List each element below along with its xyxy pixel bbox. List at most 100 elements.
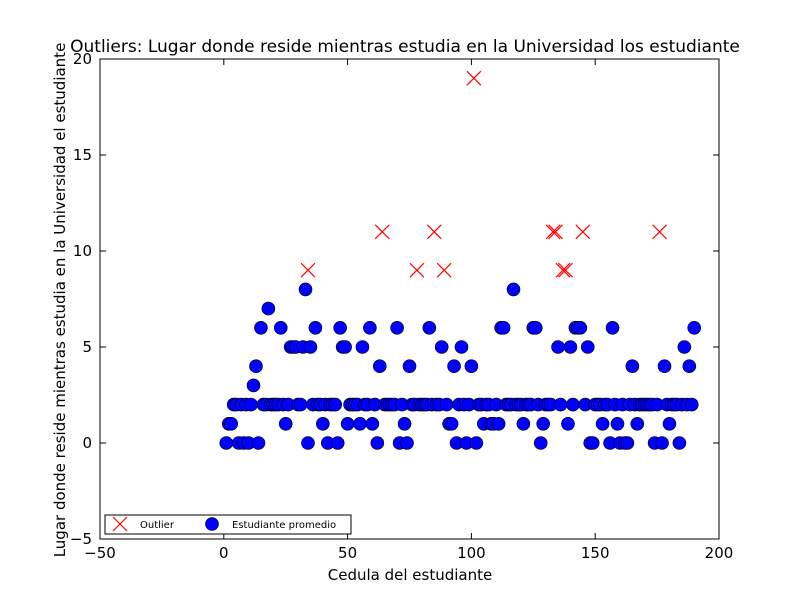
outlier-point xyxy=(548,224,564,240)
x-tick-label: 0 xyxy=(219,544,229,562)
student-point xyxy=(657,359,672,374)
legend: Outlier Estudiante promedio xyxy=(104,514,352,535)
student-point xyxy=(553,397,568,412)
x-tick-label: 100 xyxy=(457,544,486,562)
outlier-point xyxy=(545,224,561,240)
student-point xyxy=(249,359,263,374)
student-point xyxy=(580,340,595,354)
student-point xyxy=(655,436,669,450)
student-point xyxy=(293,397,308,412)
student-point xyxy=(605,320,620,335)
student-point xyxy=(536,416,551,431)
student-point xyxy=(402,359,417,374)
student-point xyxy=(244,397,258,412)
student-point xyxy=(298,282,313,297)
student-point xyxy=(662,416,677,431)
student-point xyxy=(353,416,367,431)
student-point xyxy=(625,359,640,374)
legend-label: Outlier xyxy=(140,520,175,531)
student-point xyxy=(308,320,323,335)
student-point xyxy=(533,436,548,450)
student-point xyxy=(496,320,511,335)
y-tick-label: 10 xyxy=(73,242,92,260)
student-point xyxy=(301,436,315,450)
legend-outlier-point xyxy=(112,516,128,532)
legend-student-point xyxy=(205,517,219,531)
student-point xyxy=(561,416,575,431)
student-point xyxy=(506,282,521,297)
x-tick-label: 200 xyxy=(705,544,734,562)
outlier-point xyxy=(374,224,390,240)
student-point xyxy=(630,416,645,431)
x-tick-label: 50 xyxy=(338,544,357,562)
student-point xyxy=(687,320,702,335)
y-axis-label: Lugar donde reside mientras estudia en l… xyxy=(51,43,69,558)
outlier-point xyxy=(466,70,482,86)
student-point xyxy=(516,416,531,431)
y-tick-label: 20 xyxy=(73,50,92,68)
student-point xyxy=(390,320,404,335)
student-point xyxy=(338,340,352,354)
student-point xyxy=(491,416,506,431)
student-point xyxy=(363,320,377,335)
outlier-point xyxy=(558,262,573,278)
student-point xyxy=(469,436,484,450)
student-point xyxy=(682,359,697,374)
student-point xyxy=(330,436,345,450)
plot-frame xyxy=(99,58,720,540)
student-point xyxy=(365,416,380,431)
student-point xyxy=(563,340,578,354)
outlier-point xyxy=(436,262,452,278)
student-point xyxy=(439,397,454,412)
student-point xyxy=(400,436,414,450)
student-point xyxy=(677,340,692,354)
student-point xyxy=(254,320,268,335)
student-point xyxy=(370,436,385,450)
outlier-point xyxy=(300,262,316,278)
legend-label: Estudiante promedio xyxy=(232,520,336,531)
student-point xyxy=(528,320,543,335)
student-point xyxy=(684,397,699,412)
student-point xyxy=(610,416,625,431)
student-point xyxy=(434,340,449,354)
outlier-point xyxy=(652,224,668,240)
outlier-point xyxy=(409,262,425,278)
student-point xyxy=(246,378,261,393)
student-point xyxy=(355,340,370,354)
student-point xyxy=(551,340,565,354)
student-point xyxy=(397,416,412,431)
student-point xyxy=(273,320,288,335)
student-point xyxy=(316,416,330,431)
x-axis-label: Cedula del estudiante xyxy=(328,566,492,584)
data-marks xyxy=(219,70,702,450)
student-point xyxy=(566,397,580,412)
student-point xyxy=(585,436,600,450)
y-tick-label: 5 xyxy=(82,338,92,356)
student-point xyxy=(422,320,437,335)
legend-box xyxy=(104,514,352,535)
student-point xyxy=(219,436,234,450)
student-point xyxy=(454,340,469,354)
y-tick-label: 15 xyxy=(73,146,92,164)
outlier-point xyxy=(575,224,591,240)
student-point xyxy=(333,320,347,335)
student-point xyxy=(340,416,355,431)
student-point xyxy=(447,359,461,374)
student-point xyxy=(595,416,610,431)
student-point xyxy=(620,436,635,450)
student-point xyxy=(224,416,239,431)
student-point xyxy=(672,436,687,450)
y-tick-label: −5 xyxy=(70,530,92,548)
student-point xyxy=(251,436,266,450)
student-point xyxy=(278,416,293,431)
student-point xyxy=(464,359,479,374)
student-point xyxy=(573,320,588,335)
student-point xyxy=(303,340,318,354)
student-point xyxy=(372,359,387,374)
outlier-point xyxy=(426,224,442,240)
chart-title: Outliers: Lugar donde reside mientras es… xyxy=(70,37,740,57)
y-tick-label: 0 xyxy=(82,434,92,452)
